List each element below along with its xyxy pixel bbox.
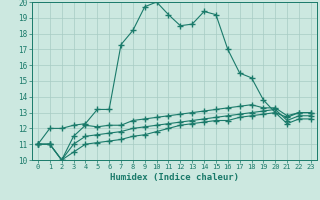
X-axis label: Humidex (Indice chaleur): Humidex (Indice chaleur) xyxy=(110,173,239,182)
